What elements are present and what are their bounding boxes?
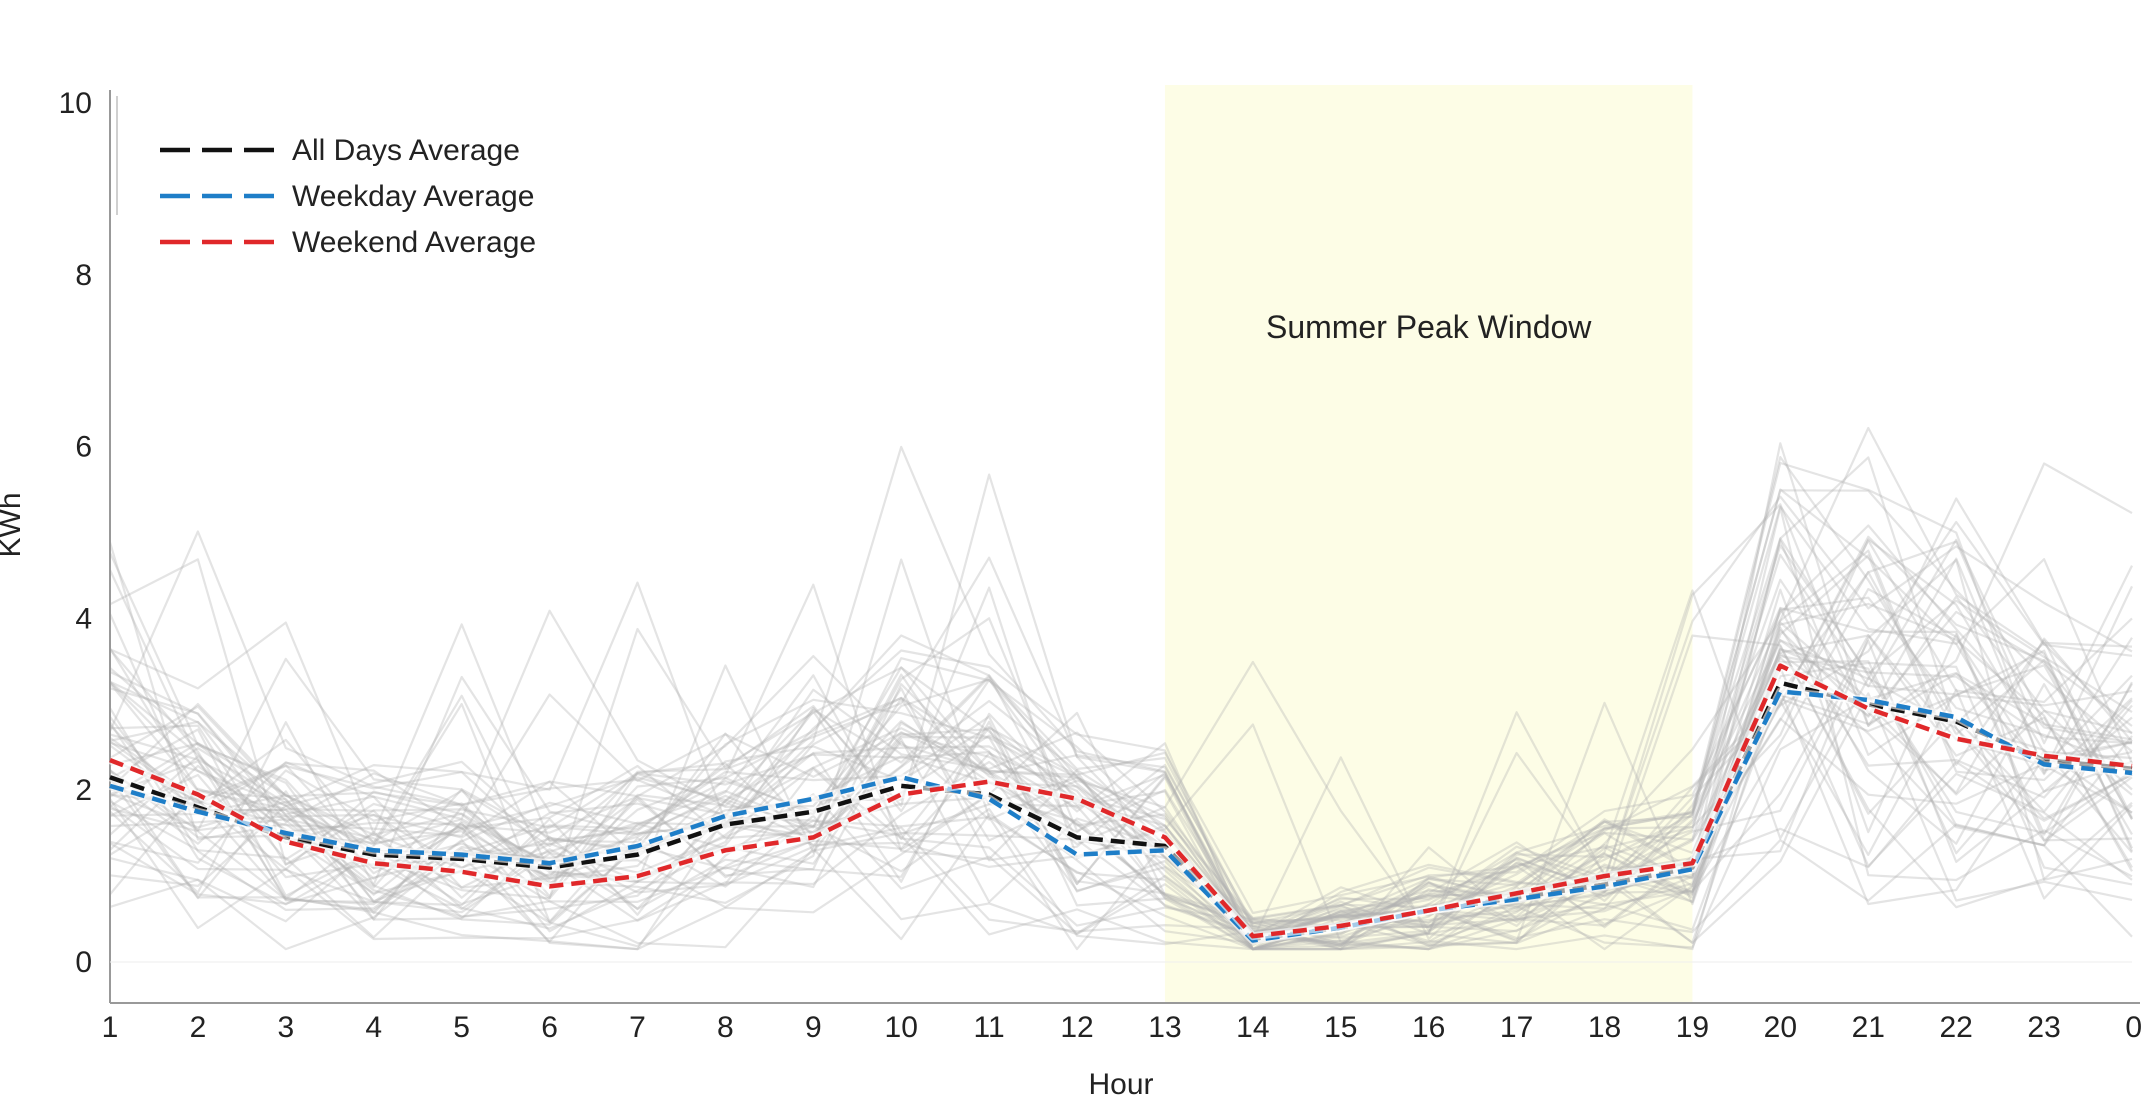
background-load-line [109, 558, 2133, 951]
background-load-line [109, 558, 2133, 951]
background-load-line [109, 588, 2133, 948]
legend-label: Weekend Average [292, 226, 536, 259]
x-tick-label: 14 [1236, 1011, 1269, 1044]
legend-label: Weekday Average [292, 180, 534, 213]
x-tick-label: 2 [190, 1011, 207, 1044]
y-tick-label: 2 [75, 774, 92, 807]
x-tick-label: 10 [885, 1011, 918, 1044]
x-tick-label: 8 [717, 1011, 734, 1044]
x-tick-label: 18 [1588, 1011, 1621, 1044]
background-load-line [109, 578, 2133, 947]
background-load-line [109, 556, 2133, 942]
background-load-line [109, 497, 2133, 920]
peak-window-band-layer [1164, 85, 1693, 1003]
y-tick-label: 4 [75, 602, 92, 635]
y-axis-title: KWh [0, 492, 27, 557]
x-tick-label: 16 [1412, 1011, 1445, 1044]
background-load-line [109, 692, 2133, 944]
x-axis-title: Hour [1088, 1068, 1153, 1101]
background-load-line [109, 473, 2133, 947]
series-line-weekend-average [109, 663, 2133, 939]
x-tick-label: 22 [1939, 1011, 1972, 1044]
x-tick-label: 11 [974, 1011, 1005, 1044]
x-tick-label: 12 [1060, 1011, 1093, 1044]
x-tick-label: 9 [805, 1011, 822, 1044]
background-load-line [109, 587, 2133, 930]
x-tick-label: 15 [1324, 1011, 1357, 1044]
series-line-all-days-average [109, 680, 2133, 942]
x-tick-label: 7 [629, 1011, 646, 1044]
y-tick-label: 0 [75, 946, 92, 979]
background-load-line [109, 461, 2133, 915]
background-load-line [109, 456, 2133, 933]
background-load-line [109, 495, 2133, 925]
background-load-line [109, 648, 2133, 951]
background-load-line [109, 456, 2133, 951]
x-tick-label: 0 [2125, 1011, 2142, 1044]
background-load-line [109, 666, 2133, 951]
background-load-line [109, 549, 2133, 935]
background-load-line [109, 589, 2133, 945]
x-tick-label: 1 [102, 1011, 119, 1044]
x-tick-label: 6 [541, 1011, 558, 1044]
x-tick-label: 5 [453, 1011, 470, 1044]
average-series-lines [108, 661, 2133, 945]
x-tick-label: 19 [1676, 1011, 1709, 1044]
background-load-line [109, 621, 2133, 936]
x-tick-label: 3 [277, 1011, 294, 1044]
summer-peak-window-label: Summer Peak Window [1266, 309, 1592, 345]
background-load-line [109, 696, 2133, 951]
x-tick-label: 13 [1148, 1011, 1181, 1044]
series-line-weekday-average [109, 689, 2133, 943]
background-load-line [109, 639, 2133, 951]
y-tick-label: 10 [59, 87, 92, 120]
background-load-line [109, 537, 2133, 951]
axes [109, 90, 2140, 1004]
x-tick-label: 17 [1500, 1011, 1533, 1044]
background-load-line [109, 544, 2133, 945]
legend: All Days Average Weekday Average Weekend A… [160, 134, 536, 259]
background-load-line [109, 538, 2133, 928]
background-load-line [109, 606, 2133, 951]
x-tick-label: 21 [1852, 1011, 1885, 1044]
x-tick-label: 23 [2027, 1011, 2060, 1044]
x-tick-label: 20 [1764, 1011, 1797, 1044]
summer-peak-window-band [1164, 85, 1693, 1003]
y-tick-label: 6 [75, 431, 92, 464]
background-load-line [108, 541, 2133, 944]
background-load-line [109, 489, 2133, 951]
legend-label: All Days Average [292, 134, 520, 167]
background-load-line [109, 583, 2133, 934]
background-load-line [109, 634, 2133, 941]
background-load-line [108, 552, 2133, 941]
y-tick-label: 8 [75, 259, 92, 292]
background-load-line [109, 647, 2133, 935]
x-tick-label: 4 [365, 1011, 382, 1044]
